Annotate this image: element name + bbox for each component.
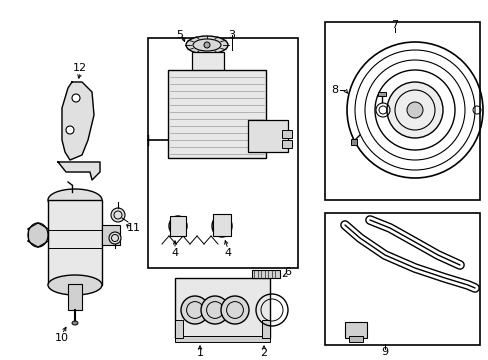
Ellipse shape [169,216,186,236]
Bar [350,139,356,145]
Circle shape [66,126,74,134]
Polygon shape [58,162,100,180]
Circle shape [111,208,125,222]
Bar [148,38,297,268]
Text: 11: 11 [127,223,141,233]
Bar [102,225,120,245]
Bar [345,322,366,338]
Bar [48,200,102,285]
Bar [348,336,362,342]
Bar [175,336,269,342]
Text: 4: 4 [171,248,178,258]
Ellipse shape [48,189,102,211]
Bar [377,92,385,96]
Bar [192,52,224,72]
Text: 10: 10 [55,333,69,343]
Circle shape [203,42,209,48]
Circle shape [386,82,442,138]
Text: 3: 3 [228,30,235,40]
Ellipse shape [72,321,78,325]
Bar [170,216,185,236]
Ellipse shape [28,223,48,247]
Text: 1: 1 [196,348,203,358]
Bar [175,278,269,338]
Bar [68,284,82,310]
Circle shape [221,296,248,324]
Bar [282,140,291,148]
Text: 2: 2 [260,348,267,358]
Ellipse shape [48,275,102,295]
Ellipse shape [185,36,227,54]
Text: 4: 4 [224,248,231,258]
Circle shape [201,296,228,324]
Circle shape [72,94,80,102]
Circle shape [406,102,422,118]
Text: 12: 12 [73,63,87,73]
Text: 6: 6 [284,267,291,277]
Polygon shape [62,82,94,160]
Bar [247,120,287,152]
Text: 9: 9 [381,347,388,357]
Ellipse shape [212,215,231,237]
Circle shape [109,232,121,244]
Text: 8: 8 [331,85,338,95]
Bar [251,270,280,278]
Bar [325,213,479,345]
Bar [282,130,291,138]
Bar [262,320,269,338]
Text: 7: 7 [390,20,398,30]
Text: 5: 5 [176,30,183,40]
Bar [325,22,479,200]
Bar [213,214,230,236]
Circle shape [181,296,208,324]
Bar [168,70,265,158]
Bar [175,320,183,338]
